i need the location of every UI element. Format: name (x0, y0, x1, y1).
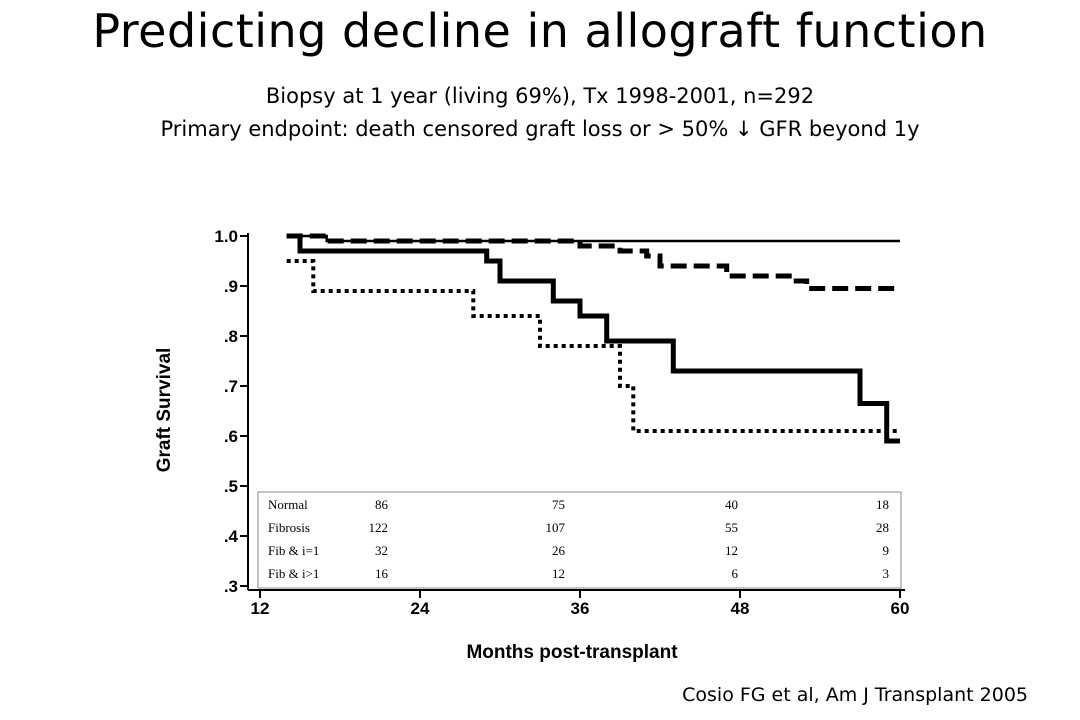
risk-cell: 12 (725, 543, 738, 558)
x-tick-label: 36 (571, 599, 590, 618)
citation: Cosio FG et al, Am J Transplant 2005 (682, 684, 1028, 706)
subtitle-primary-endpoint: Primary endpoint: death censored graft l… (160, 117, 920, 141)
survival-curve-dotted (286, 259, 900, 433)
risk-cell: 122 (369, 520, 389, 535)
x-tick-label: 60 (891, 599, 910, 618)
risk-cell: 26 (552, 543, 566, 558)
survival-curves (286, 233, 900, 444)
risk-table: Normal 86 75 40 18 Fibrosis 122 107 55 28 Fib & i=… (257, 491, 902, 589)
risk-cell: 9 (883, 543, 890, 558)
x-axis-title: Months post-transplant (466, 642, 678, 663)
risk-row-label: Fibrosis (268, 520, 310, 535)
y-tick-label: .8 (224, 327, 238, 346)
y-tick-label: .3 (224, 577, 238, 596)
risk-row-label: Fib & i=1 (268, 543, 319, 558)
risk-cell: 3 (883, 566, 890, 581)
risk-cell: 86 (375, 497, 389, 512)
risk-cell: 16 (375, 566, 389, 581)
risk-cell: 18 (876, 497, 889, 512)
risk-cell: 107 (546, 520, 566, 535)
risk-row-label: Normal (268, 497, 308, 512)
y-tick-label: .7 (224, 377, 238, 396)
x-tick-label: 12 (251, 599, 270, 618)
x-tick-label: 48 (731, 599, 750, 618)
y-tick-label: .5 (224, 477, 238, 496)
x-tick-label: 24 (411, 599, 430, 618)
y-axis-ticks: 1.0 .9 .8 .7 .6 .5 .4 .3 (214, 227, 248, 596)
risk-cell: 32 (375, 543, 388, 558)
y-axis-title: Graft Survival (154, 348, 175, 473)
risk-cell: 12 (552, 566, 565, 581)
risk-table-box (257, 491, 902, 589)
risk-cell: 28 (876, 520, 889, 535)
y-tick-label: .9 (224, 277, 238, 296)
y-tick-label: .4 (224, 527, 239, 546)
survival-curve-dashed (286, 233, 900, 291)
survival-curve-thin-solid (286, 234, 900, 243)
y-tick-label: 1.0 (214, 227, 238, 246)
risk-row-label: Fib & i>1 (268, 566, 319, 581)
risk-cell: 6 (732, 566, 739, 581)
x-axis-ticks: 12 24 36 48 60 (251, 590, 910, 618)
survival-curve-thick-solid (286, 233, 900, 444)
risk-cell: 55 (725, 520, 738, 535)
subtitle-study-details: Biopsy at 1 year (living 69%), Tx 1998-2… (265, 84, 815, 108)
risk-cell: 40 (725, 497, 738, 512)
risk-cell: 75 (552, 497, 565, 512)
y-tick-label: .6 (224, 427, 238, 446)
slide-title: Predicting decline in allograft function (92, 4, 988, 58)
